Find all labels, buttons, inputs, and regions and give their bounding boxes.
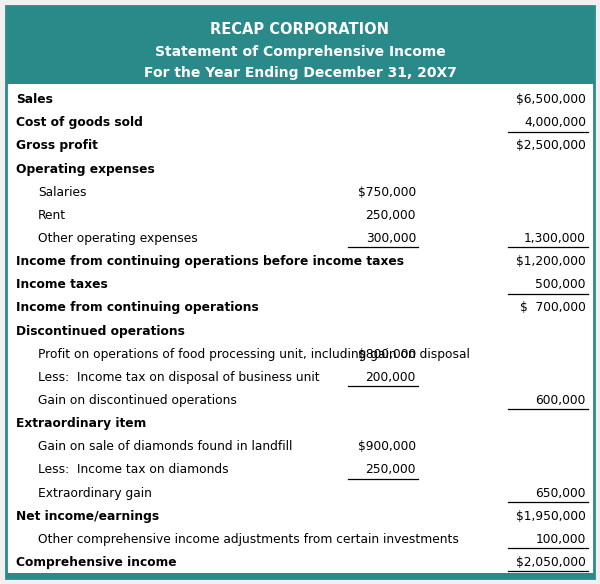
Text: RECAP CORPORATION: RECAP CORPORATION bbox=[211, 22, 389, 37]
Text: Comprehensive income: Comprehensive income bbox=[16, 556, 176, 569]
Text: Extraordinary item: Extraordinary item bbox=[16, 417, 146, 430]
Text: Sales: Sales bbox=[16, 93, 53, 106]
Text: Less:  Income tax on diamonds: Less: Income tax on diamonds bbox=[38, 463, 229, 477]
Text: $1,200,000: $1,200,000 bbox=[516, 255, 586, 268]
Text: Gain on discontinued operations: Gain on discontinued operations bbox=[38, 394, 237, 407]
Text: Salaries: Salaries bbox=[38, 186, 86, 199]
Text: Other operating expenses: Other operating expenses bbox=[38, 232, 198, 245]
Text: $900,000: $900,000 bbox=[358, 440, 416, 453]
Text: 1,300,000: 1,300,000 bbox=[524, 232, 586, 245]
Text: Income from continuing operations before income taxes: Income from continuing operations before… bbox=[16, 255, 404, 268]
Text: Extraordinary gain: Extraordinary gain bbox=[38, 486, 152, 499]
Text: 300,000: 300,000 bbox=[365, 232, 416, 245]
Text: Gross profit: Gross profit bbox=[16, 140, 98, 152]
Text: $6,500,000: $6,500,000 bbox=[516, 93, 586, 106]
Text: 100,000: 100,000 bbox=[536, 533, 586, 546]
Text: Other comprehensive income adjustments from certain investments: Other comprehensive income adjustments f… bbox=[38, 533, 459, 546]
Text: Income taxes: Income taxes bbox=[16, 278, 108, 291]
FancyBboxPatch shape bbox=[6, 6, 594, 578]
Text: $750,000: $750,000 bbox=[358, 186, 416, 199]
Text: $  700,000: $ 700,000 bbox=[520, 301, 586, 314]
Text: For the Year Ending December 31, 20X7: For the Year Ending December 31, 20X7 bbox=[143, 66, 457, 80]
Text: Less:  Income tax on disposal of business unit: Less: Income tax on disposal of business… bbox=[38, 371, 320, 384]
Text: Gain on sale of diamonds found in landfill: Gain on sale of diamonds found in landfi… bbox=[38, 440, 292, 453]
Text: Income from continuing operations: Income from continuing operations bbox=[16, 301, 259, 314]
Text: Operating expenses: Operating expenses bbox=[16, 162, 155, 176]
Text: $2,500,000: $2,500,000 bbox=[516, 140, 586, 152]
Text: Net income/earnings: Net income/earnings bbox=[16, 510, 159, 523]
Text: 500,000: 500,000 bbox=[536, 278, 586, 291]
FancyBboxPatch shape bbox=[6, 6, 594, 84]
Text: $1,950,000: $1,950,000 bbox=[516, 510, 586, 523]
Text: Profit on operations of food processing unit, including gain on disposal: Profit on operations of food processing … bbox=[38, 347, 470, 361]
Text: 200,000: 200,000 bbox=[365, 371, 416, 384]
Text: 250,000: 250,000 bbox=[365, 209, 416, 222]
Text: 4,000,000: 4,000,000 bbox=[524, 116, 586, 129]
Text: Discontinued operations: Discontinued operations bbox=[16, 325, 185, 338]
Text: $2,050,000: $2,050,000 bbox=[516, 556, 586, 569]
Text: $800,000: $800,000 bbox=[358, 347, 416, 361]
Text: Cost of goods sold: Cost of goods sold bbox=[16, 116, 143, 129]
FancyBboxPatch shape bbox=[6, 573, 594, 578]
Text: 600,000: 600,000 bbox=[536, 394, 586, 407]
Text: Rent: Rent bbox=[38, 209, 66, 222]
Text: 650,000: 650,000 bbox=[536, 486, 586, 499]
Text: Statement of Comprehensive Income: Statement of Comprehensive Income bbox=[155, 45, 445, 59]
Text: 250,000: 250,000 bbox=[365, 463, 416, 477]
